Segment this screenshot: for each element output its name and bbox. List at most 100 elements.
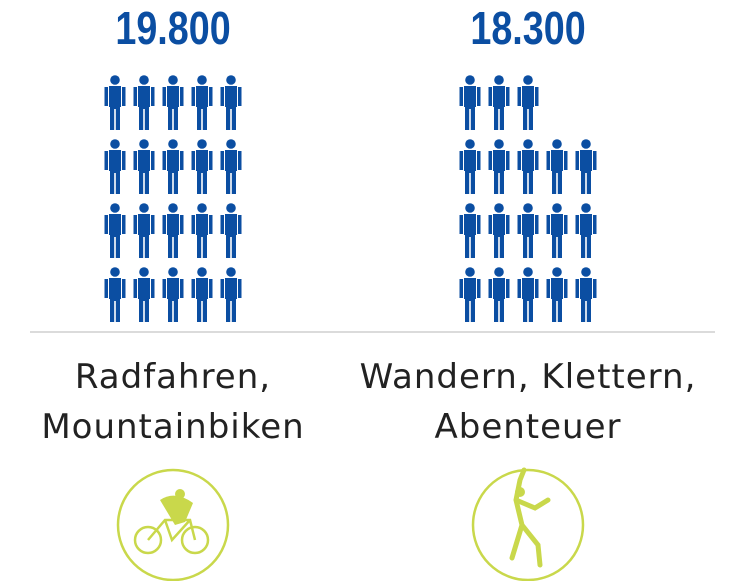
person-body	[220, 86, 242, 130]
person-head	[523, 139, 533, 149]
person-body	[546, 278, 568, 322]
person-icon	[133, 139, 155, 194]
person-body	[133, 214, 155, 258]
person-head	[523, 75, 533, 85]
person-icon	[191, 203, 213, 258]
person-icon	[220, 203, 242, 258]
person-icon	[220, 267, 242, 322]
person-body	[459, 86, 481, 130]
person-icon	[546, 203, 568, 258]
person-head	[168, 267, 178, 277]
person-icon	[488, 75, 510, 130]
person-icon	[459, 75, 481, 130]
category-label: Radfahren, Mountainbiken	[41, 357, 305, 447]
person-body	[575, 150, 597, 194]
person-icon	[133, 267, 155, 322]
person-icon	[488, 139, 510, 194]
person-head	[139, 203, 149, 213]
person-icon	[133, 75, 155, 130]
person-body	[488, 214, 510, 258]
person-icon	[459, 139, 481, 194]
person-body	[162, 214, 184, 258]
person-head	[110, 203, 120, 213]
person-icon	[220, 75, 242, 130]
person-body	[220, 278, 242, 322]
person-icon	[517, 267, 539, 322]
category-label: Wandern, Klettern, Abenteuer	[359, 357, 697, 447]
person-head	[494, 267, 504, 277]
person-head	[226, 139, 236, 149]
person-body	[104, 150, 126, 194]
person-body	[546, 214, 568, 258]
person-head	[139, 139, 149, 149]
person-body	[459, 150, 481, 194]
person-body	[459, 214, 481, 258]
person-body	[191, 150, 213, 194]
person-icon	[104, 267, 126, 322]
person-body	[488, 86, 510, 130]
person-head	[139, 75, 149, 85]
person-head	[494, 203, 504, 213]
person-head	[168, 139, 178, 149]
person-icon	[517, 75, 539, 130]
person-body	[220, 150, 242, 194]
person-icon	[220, 139, 242, 194]
person-head	[552, 139, 562, 149]
person-body	[104, 278, 126, 322]
person-icon	[575, 267, 597, 322]
person-icon	[459, 267, 481, 322]
person-body	[575, 214, 597, 258]
person-head	[110, 139, 120, 149]
person-icon	[133, 203, 155, 258]
person-head	[226, 75, 236, 85]
person-head	[581, 203, 591, 213]
person-head	[197, 203, 207, 213]
person-icon	[546, 139, 568, 194]
person-head	[110, 267, 120, 277]
person-icon	[459, 203, 481, 258]
person-head	[465, 203, 475, 213]
value-label: 19.800	[115, 3, 230, 54]
person-head	[226, 203, 236, 213]
person-head	[197, 267, 207, 277]
person-body	[575, 278, 597, 322]
person-body	[517, 150, 539, 194]
person-head	[168, 75, 178, 85]
person-body	[133, 86, 155, 130]
person-body	[191, 278, 213, 322]
person-head	[494, 139, 504, 149]
person-head	[197, 139, 207, 149]
person-head	[581, 139, 591, 149]
person-head	[197, 75, 207, 85]
person-head	[465, 75, 475, 85]
person-body	[488, 150, 510, 194]
person-icon	[162, 267, 184, 322]
person-head	[523, 203, 533, 213]
person-head	[110, 75, 120, 85]
person-body	[546, 150, 568, 194]
person-icon	[162, 203, 184, 258]
person-body	[104, 214, 126, 258]
person-icon	[191, 267, 213, 322]
person-icon	[162, 75, 184, 130]
person-body	[191, 214, 213, 258]
person-icon	[488, 267, 510, 322]
cycling-icon	[116, 468, 230, 581]
person-icon	[517, 139, 539, 194]
person-icon	[488, 203, 510, 258]
person-head	[494, 75, 504, 85]
person-icon	[191, 139, 213, 194]
climbing-icon	[471, 467, 585, 581]
person-body	[459, 278, 481, 322]
person-body	[517, 278, 539, 322]
person-body	[133, 150, 155, 194]
person-body	[517, 214, 539, 258]
person-body	[488, 278, 510, 322]
person-head	[465, 267, 475, 277]
person-icon	[191, 75, 213, 130]
person-body	[133, 278, 155, 322]
person-icon	[162, 139, 184, 194]
person-icon	[104, 203, 126, 258]
